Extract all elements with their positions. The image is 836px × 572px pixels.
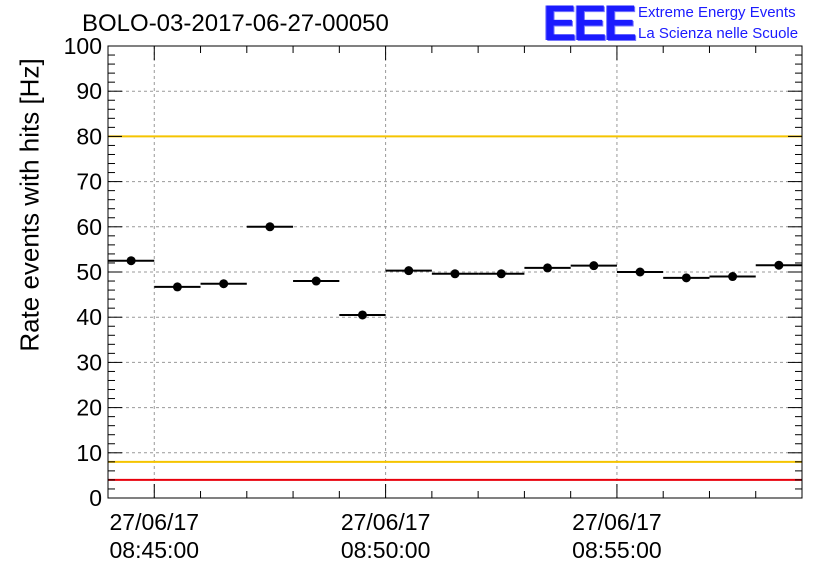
y-tick-label: 70 — [76, 169, 102, 195]
data-point — [357, 310, 367, 320]
y-tick-label: 100 — [64, 33, 102, 59]
y-tick-label: 40 — [76, 304, 102, 330]
y-axis-label: Rate events with hits [Hz] — [14, 58, 45, 352]
x-tick-label-date: 27/06/17 — [110, 509, 200, 535]
data-point — [543, 263, 553, 273]
eee-logo-mark: EEE — [543, 0, 637, 51]
data-point — [404, 266, 414, 276]
data-point — [496, 269, 506, 279]
x-tick-label-time: 08:45:00 — [110, 537, 200, 563]
y-tick-label: 80 — [76, 123, 102, 149]
data-point — [774, 260, 784, 270]
data-point — [265, 222, 275, 232]
data-point — [219, 279, 229, 289]
data-point — [126, 256, 136, 266]
data-point — [728, 272, 738, 282]
x-tick-label-date: 27/06/17 — [341, 509, 431, 535]
data-point — [635, 267, 645, 277]
y-tick-label: 60 — [76, 214, 102, 240]
logo-tagline-1: Extreme Energy Events — [638, 4, 796, 21]
logo-tagline-2: La Scienza nelle Scuole — [638, 25, 799, 42]
y-tick-label: 50 — [76, 259, 102, 285]
y-tick-label: 10 — [76, 440, 102, 466]
chart-title: BOLO-03-2017-06-27-00050 — [82, 10, 389, 37]
y-tick-label: 90 — [76, 78, 102, 104]
y-tick-label: 20 — [76, 395, 102, 421]
y-tick-label: 0 — [89, 485, 102, 511]
x-tick-label-date: 27/06/17 — [572, 509, 662, 535]
data-point — [172, 282, 182, 292]
x-tick-label-time: 08:55:00 — [572, 537, 662, 563]
data-point — [311, 276, 321, 286]
y-tick-label: 30 — [76, 349, 102, 375]
data-point — [450, 269, 460, 279]
x-tick-label-time: 08:50:00 — [341, 537, 431, 563]
data-point — [681, 273, 691, 283]
data-point — [589, 261, 599, 271]
